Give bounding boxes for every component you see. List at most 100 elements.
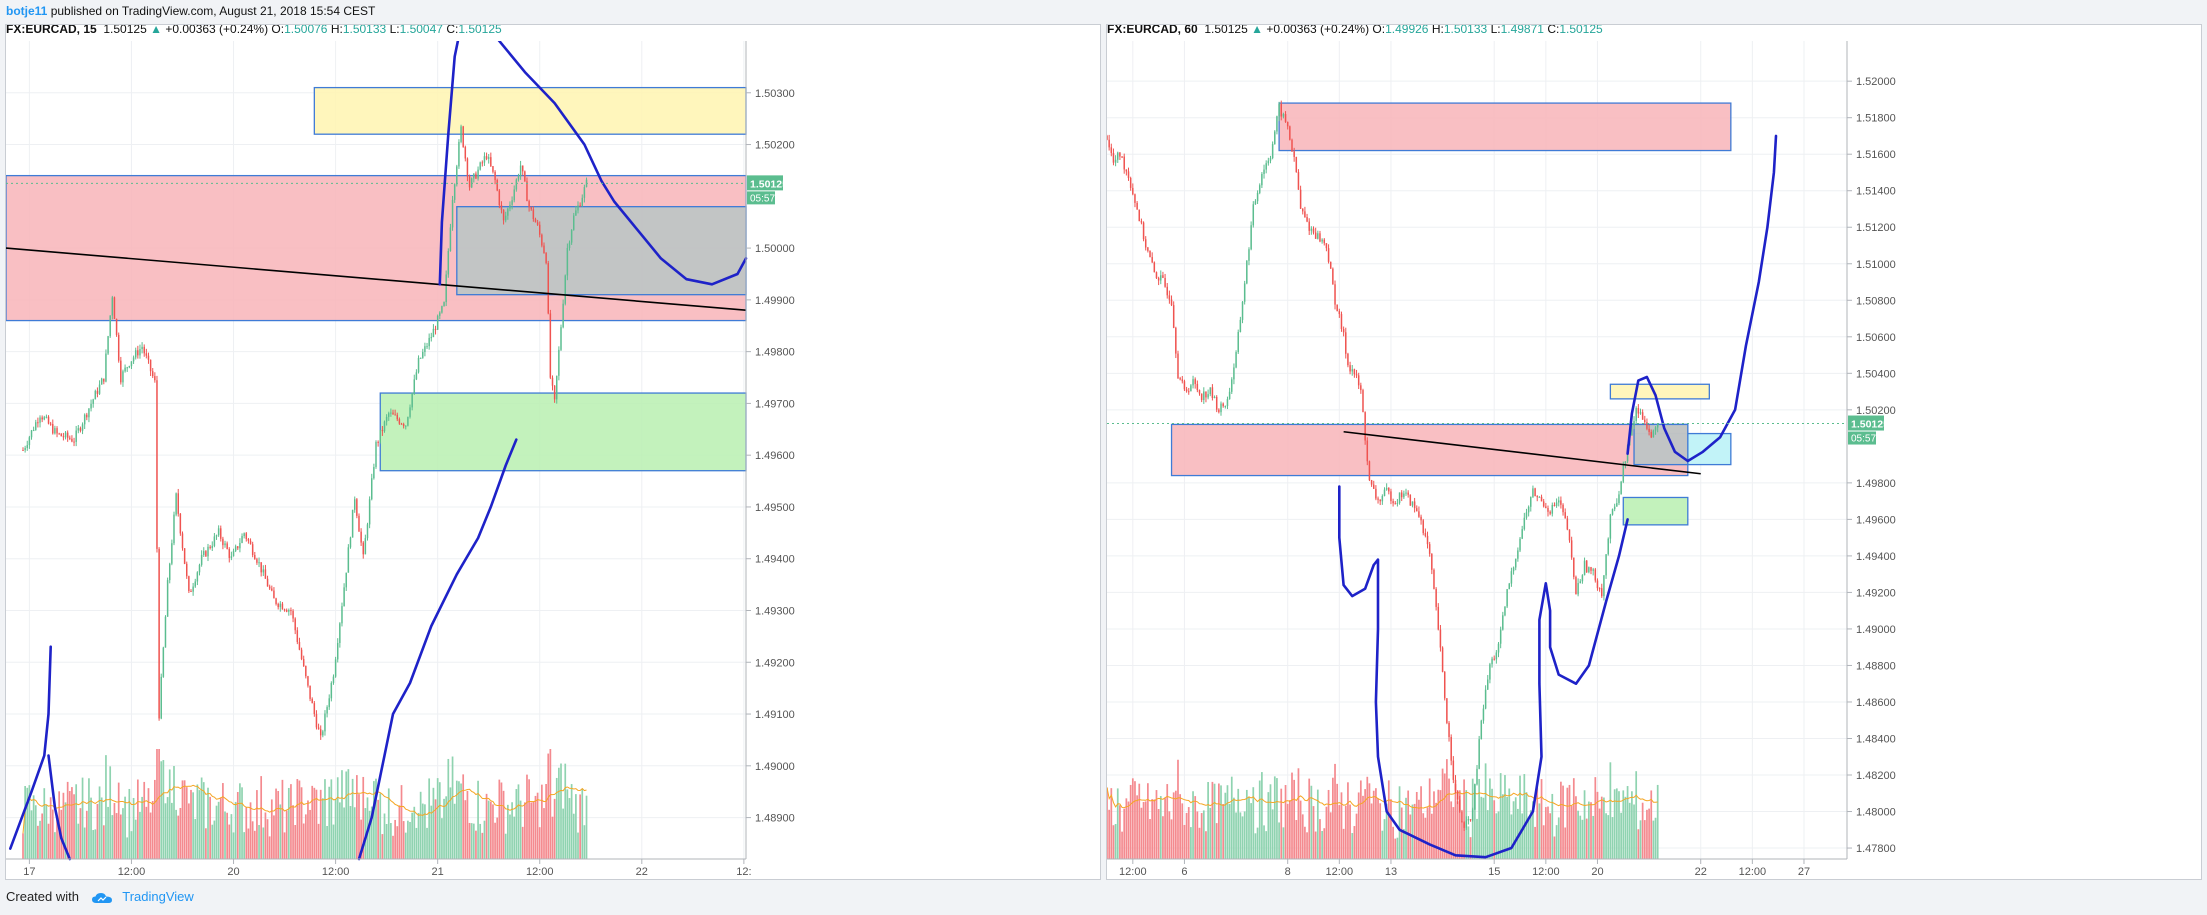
candle-body <box>275 598 277 604</box>
volume-bar <box>430 805 433 859</box>
candle-body <box>1545 506 1547 509</box>
volume-bar <box>1185 812 1188 859</box>
candle-body <box>226 543 228 550</box>
candle-body <box>271 588 273 591</box>
volume-bar <box>228 824 231 859</box>
volume-bar <box>92 830 95 859</box>
volume-bar <box>415 827 418 859</box>
volume-bar <box>575 794 577 859</box>
volume-bar <box>336 777 339 859</box>
candle-body <box>494 171 496 181</box>
chart-panel-right[interactable]: FX:EURCAD, 60 1.50125 ▲ +0.00363 (+0.24%… <box>1106 24 2202 880</box>
candle-body <box>1394 503 1397 505</box>
volume-bar <box>1577 810 1579 859</box>
volume-bar <box>407 820 409 859</box>
candle-body <box>294 618 296 631</box>
volume-bar <box>1174 790 1177 859</box>
volume-bar <box>411 812 413 859</box>
candle-body <box>532 209 535 220</box>
candle-body <box>222 538 224 546</box>
last-price-value: 1.50125 <box>750 178 788 190</box>
candle-body <box>347 547 350 573</box>
volume-bar <box>1226 785 1229 859</box>
volume-bar <box>1258 780 1261 859</box>
candle-body <box>1456 790 1459 800</box>
candle-body <box>139 349 141 356</box>
candle-body <box>443 302 445 307</box>
candle-body <box>1293 151 1295 157</box>
candle-body <box>1403 493 1405 498</box>
candle-body <box>1514 558 1517 568</box>
volume-bar <box>134 819 137 859</box>
volume-bar <box>236 792 239 859</box>
candle-body <box>1585 560 1588 573</box>
volume-bar <box>1495 813 1498 859</box>
volume-bar <box>1151 799 1154 859</box>
candle-body <box>1624 461 1627 466</box>
volume-bar <box>528 779 530 859</box>
candle-body <box>209 546 211 548</box>
candle-body <box>1398 492 1401 504</box>
candle-body <box>1465 820 1467 828</box>
volume-bar <box>200 777 203 859</box>
candle-body <box>162 647 165 677</box>
volume-bar <box>339 802 341 859</box>
candle-body <box>1207 394 1209 398</box>
candle-body <box>1428 544 1431 554</box>
volume-bar <box>504 833 507 859</box>
tradingview-link[interactable]: TradingView <box>122 889 194 904</box>
volume-bar <box>1288 800 1291 859</box>
candle-body <box>1416 508 1418 512</box>
candle-body <box>1441 647 1444 672</box>
candle-body <box>1418 511 1420 517</box>
candle-body <box>1573 557 1575 577</box>
volume-bar <box>194 819 197 859</box>
volume-bar <box>1267 792 1270 859</box>
chart-canvas-left[interactable]: 1.50300 1.50200 1.50000 1.49900 1.49800 1.497… <box>6 41 1100 879</box>
candle-body <box>30 430 33 438</box>
candle-body <box>1353 369 1356 375</box>
volume-bar <box>1555 825 1558 859</box>
candle-body <box>160 676 162 719</box>
up-arrow-icon: ▲ <box>1251 24 1263 36</box>
candle-body <box>517 176 520 180</box>
candle-body <box>1170 299 1173 306</box>
volume-bar <box>166 797 169 859</box>
candle-body <box>475 173 477 179</box>
volume-bar <box>317 823 320 859</box>
candle-body <box>1177 353 1179 379</box>
candle-body <box>1340 314 1343 330</box>
candle-body <box>1175 327 1177 354</box>
price-tick-label: 1.49100 <box>755 709 795 721</box>
time-tick-label: 20 <box>227 866 239 878</box>
candle-body <box>530 206 532 210</box>
candle-body <box>1422 520 1424 534</box>
candle-body <box>1187 391 1190 393</box>
candle-body <box>1314 232 1317 239</box>
volume-bar <box>307 800 309 859</box>
volume-bar <box>1125 798 1128 859</box>
price-tick-label: 1.50800 <box>1856 295 1896 307</box>
chart-panel-left[interactable]: FX:EURCAD, 15 1.50125 ▲ +0.00363 (+0.24%… <box>5 24 1101 880</box>
volume-bar <box>566 789 569 859</box>
candle-body <box>1476 768 1478 785</box>
candle-body <box>428 337 430 347</box>
volume-bar <box>419 791 422 859</box>
candle-body <box>366 524 369 539</box>
candle-body <box>120 360 122 383</box>
chart-canvas-right[interactable]: 1.52000 1.51800 1.51600 1.51400 1.51200 1.510… <box>1107 41 2201 879</box>
candle-body <box>1366 440 1369 462</box>
author-name[interactable]: botje11 <box>6 4 48 18</box>
volume-bar <box>245 806 248 859</box>
volume-bar <box>538 827 541 859</box>
candle-body <box>547 263 549 314</box>
candle-body <box>577 205 579 211</box>
candle-body <box>1112 153 1115 163</box>
volume-bar <box>1385 803 1388 859</box>
volume-bar <box>1107 787 1108 859</box>
candle-body <box>1396 503 1399 505</box>
volume-bar <box>1560 781 1562 859</box>
candle-body <box>45 416 48 418</box>
candle-body <box>168 563 171 581</box>
price-tick-label: 1.51800 <box>1856 113 1896 125</box>
